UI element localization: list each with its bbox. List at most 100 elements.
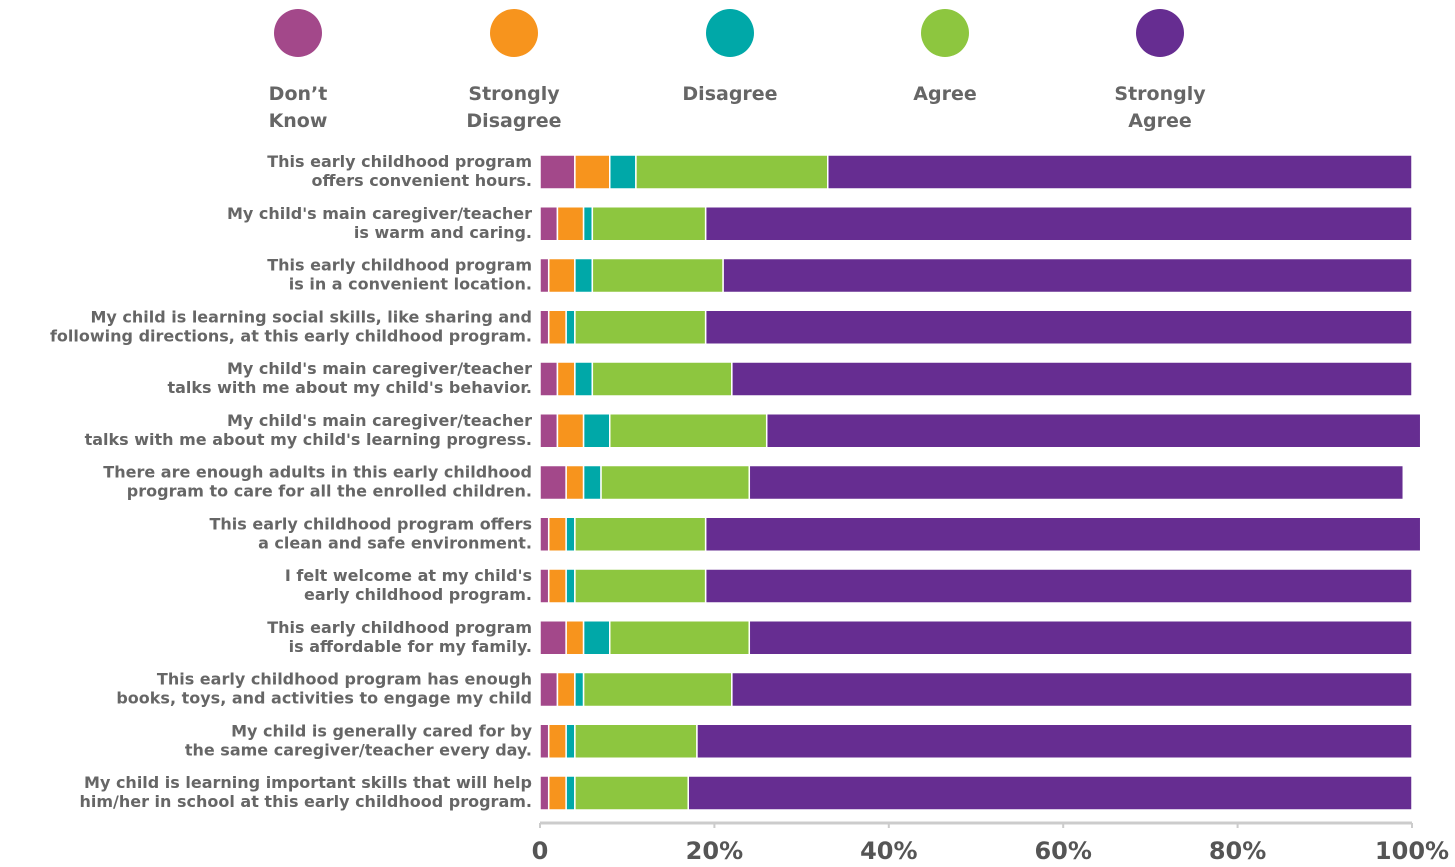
bar-segment bbox=[539, 723, 550, 759]
bar-segment bbox=[547, 257, 576, 294]
bar-segment bbox=[565, 620, 585, 656]
legend-swatch bbox=[921, 9, 969, 57]
bar-segment bbox=[591, 361, 733, 397]
category-label: There are enough adults in this early ch… bbox=[103, 463, 532, 482]
category-label: This early childhood program bbox=[267, 618, 532, 637]
category-label: program to care for all the enrolled chi… bbox=[127, 482, 532, 501]
bar-segment bbox=[574, 154, 611, 190]
bar-segment bbox=[704, 206, 1413, 242]
bar-segment bbox=[565, 309, 576, 345]
bar-segment bbox=[556, 206, 585, 242]
category-label: the same caregiver/teacher every day. bbox=[185, 740, 532, 759]
bar-segment bbox=[582, 413, 611, 449]
bar-segment bbox=[696, 723, 1413, 759]
bar-segment bbox=[748, 620, 1413, 656]
bar-segment bbox=[565, 568, 576, 604]
legend-label: Agree bbox=[913, 83, 977, 105]
legend-swatch bbox=[706, 9, 754, 57]
category-label: This early childhood program bbox=[267, 256, 532, 275]
bar-segment bbox=[574, 361, 594, 397]
x-tick-label: 60% bbox=[1034, 837, 1091, 865]
bar-segment bbox=[565, 775, 576, 811]
bar-segment bbox=[539, 464, 567, 501]
x-tick-label: 80% bbox=[1209, 837, 1266, 865]
bar-segment bbox=[687, 775, 1413, 811]
category-label: is in a convenient location. bbox=[289, 275, 532, 294]
bar-segment bbox=[582, 620, 611, 656]
category-label: This early childhood program offers bbox=[209, 514, 532, 533]
category-label: My child's main caregiver/teacher bbox=[227, 204, 532, 223]
category-label: talks with me about my child's behavior. bbox=[167, 378, 532, 397]
category-label: This early childhood program has enough bbox=[157, 670, 532, 689]
bar-segment bbox=[827, 154, 1413, 190]
bar-segment bbox=[600, 464, 751, 501]
bar-segment bbox=[539, 568, 550, 604]
category-label: I felt welcome at my child's bbox=[285, 566, 532, 585]
bar-segment bbox=[556, 413, 585, 449]
bar-segment bbox=[635, 154, 829, 190]
bar-segment bbox=[574, 671, 585, 708]
bar-segment bbox=[591, 257, 724, 294]
bar-segment bbox=[574, 309, 707, 345]
bar-segment bbox=[565, 723, 576, 759]
bar-segment bbox=[609, 154, 637, 190]
category-label: My child is generally cared for by bbox=[231, 721, 532, 740]
bar-segment bbox=[539, 309, 550, 345]
category-label: a clean and safe environment. bbox=[258, 533, 532, 552]
bar-segment bbox=[574, 257, 594, 294]
bar-segment bbox=[574, 723, 698, 759]
category-label: is affordable for my family. bbox=[289, 637, 532, 656]
legend-label: Strongly Disagree bbox=[466, 83, 562, 132]
x-tick-label: 20% bbox=[686, 837, 743, 865]
bar-segment bbox=[704, 568, 1413, 604]
category-label: My child's main caregiver/teacher bbox=[227, 359, 532, 378]
bar-segment bbox=[582, 464, 602, 501]
x-tick-label: 40% bbox=[860, 837, 917, 865]
legend-item: Strongly Disagree bbox=[444, 9, 584, 135]
category-label: him/her in school at this early childhoo… bbox=[79, 792, 532, 811]
bar-segment bbox=[539, 413, 559, 449]
category-label: books, toys, and activities to engage my… bbox=[116, 689, 532, 708]
bar-segment bbox=[539, 361, 559, 397]
category-label: offers convenient hours. bbox=[311, 171, 532, 190]
legend-swatch bbox=[490, 9, 538, 57]
bar-segment bbox=[539, 154, 576, 190]
bar-segment bbox=[539, 257, 550, 294]
bar-segment bbox=[574, 516, 707, 552]
legend-label: Don’t Know bbox=[268, 83, 328, 132]
bar-segment bbox=[582, 671, 733, 708]
bar-segment bbox=[547, 775, 567, 811]
bar-segment bbox=[765, 413, 1422, 449]
bar-segment bbox=[731, 671, 1413, 708]
bar-segment bbox=[731, 361, 1413, 397]
legend-item: Agree bbox=[875, 9, 1015, 108]
legend-label: Strongly Agree bbox=[1114, 83, 1206, 132]
bar-segment bbox=[547, 723, 567, 759]
category-label: early childhood program. bbox=[304, 585, 532, 604]
bar-segment bbox=[609, 620, 751, 656]
bar-segment bbox=[565, 516, 576, 552]
x-tick-label: 100% bbox=[1375, 837, 1449, 865]
category-label: talks with me about my child's learning … bbox=[85, 430, 532, 449]
bar-segment bbox=[539, 671, 559, 708]
bar-segment bbox=[748, 464, 1405, 501]
bar-segment bbox=[539, 206, 559, 242]
legend-swatch bbox=[1136, 9, 1184, 57]
bar-segment bbox=[565, 464, 585, 501]
legend-label: Disagree bbox=[682, 83, 778, 105]
category-label: is warm and caring. bbox=[354, 223, 532, 242]
bar-segment bbox=[609, 413, 768, 449]
legend-item: Strongly Agree bbox=[1090, 9, 1230, 135]
bar-segment bbox=[539, 516, 550, 552]
bar-segment bbox=[556, 671, 576, 708]
bar-segment bbox=[547, 568, 567, 604]
bar-segment bbox=[574, 775, 689, 811]
bar-segment bbox=[591, 206, 707, 242]
bar-segment bbox=[539, 620, 567, 656]
bar-segment bbox=[704, 516, 1422, 552]
bar-segment bbox=[582, 206, 594, 242]
bar-segment bbox=[547, 516, 567, 552]
category-label: following directions, at this early chil… bbox=[50, 326, 532, 345]
